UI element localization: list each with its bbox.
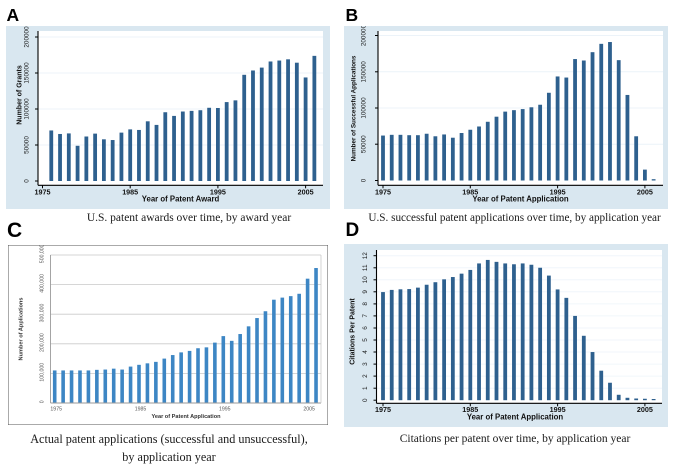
svg-text:1: 1 — [362, 386, 369, 390]
svg-text:Year of Patent Application: Year of Patent Application — [151, 414, 221, 420]
svg-text:1985: 1985 — [462, 188, 478, 197]
svg-text:Year of Patent Application: Year of Patent Application — [472, 195, 569, 204]
svg-text:2: 2 — [362, 374, 369, 378]
svg-text:150000: 150000 — [23, 62, 30, 84]
svg-text:Year of Patent Award: Year of Patent Award — [142, 195, 220, 204]
svg-text:4: 4 — [362, 350, 369, 354]
svg-text:1975: 1975 — [35, 188, 51, 197]
svg-text:1975: 1975 — [375, 405, 391, 414]
svg-text:Number of Applications: Number of Applications — [19, 298, 25, 361]
svg-text:100000: 100000 — [23, 98, 30, 120]
svg-text:200000: 200000 — [361, 26, 368, 46]
svg-text:1995: 1995 — [219, 406, 231, 412]
svg-text:0: 0 — [361, 178, 368, 182]
svg-text:10: 10 — [362, 276, 369, 284]
svg-text:50000: 50000 — [361, 135, 368, 153]
svg-text:1985: 1985 — [122, 188, 138, 197]
svg-text:100,000: 100,000 — [40, 363, 46, 382]
svg-text:1995: 1995 — [550, 405, 566, 414]
svg-text:3: 3 — [362, 362, 369, 366]
svg-text:300,000: 300,000 — [40, 304, 46, 323]
svg-text:1995: 1995 — [550, 188, 566, 197]
svg-text:9: 9 — [362, 290, 369, 294]
svg-text:200000: 200000 — [23, 26, 30, 48]
svg-text:1985: 1985 — [135, 406, 147, 412]
svg-text:12: 12 — [362, 252, 369, 260]
svg-text:0: 0 — [23, 179, 30, 183]
svg-text:11: 11 — [362, 264, 369, 271]
svg-text:100000: 100000 — [361, 97, 368, 119]
svg-text:1975: 1975 — [375, 188, 391, 197]
svg-text:Year of Patent Application: Year of Patent Application — [467, 413, 564, 422]
svg-text:0: 0 — [40, 400, 46, 403]
svg-text:Number of Successful Applicati: Number of Successful Applications — [351, 55, 358, 161]
svg-text:2005: 2005 — [637, 405, 653, 414]
svg-text:2005: 2005 — [637, 188, 653, 197]
svg-text:400,000: 400,000 — [40, 274, 46, 293]
svg-text:8: 8 — [362, 302, 369, 306]
svg-text:1985: 1985 — [462, 405, 478, 414]
svg-text:200,000: 200,000 — [40, 333, 46, 352]
svg-text:0: 0 — [362, 398, 369, 402]
svg-text:2005: 2005 — [298, 188, 314, 197]
svg-text:50000: 50000 — [23, 136, 30, 154]
svg-text:Citations Per Patent: Citations Per Patent — [350, 298, 357, 365]
svg-text:1995: 1995 — [210, 188, 226, 197]
svg-text:5: 5 — [362, 338, 369, 342]
svg-text:150000: 150000 — [361, 61, 368, 83]
svg-text:Number of Grants: Number of Grants — [17, 65, 24, 125]
svg-text:2005: 2005 — [303, 406, 315, 412]
svg-text:1975: 1975 — [50, 406, 62, 412]
svg-text:7: 7 — [362, 314, 369, 318]
svg-text:6: 6 — [362, 326, 369, 330]
svg-text:500,000: 500,000 — [40, 245, 46, 263]
